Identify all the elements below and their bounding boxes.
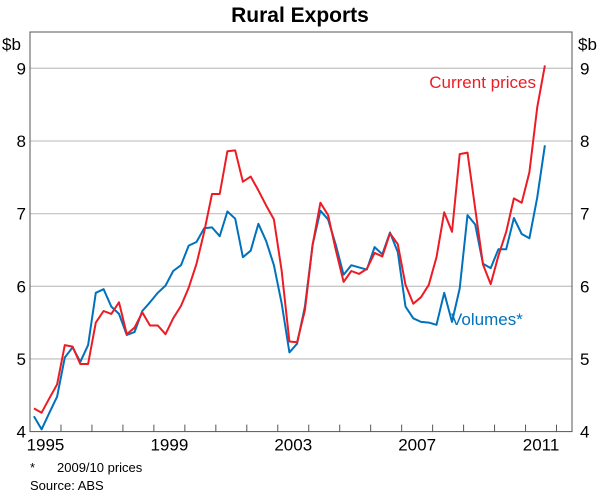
y-tick-label-left: 9: [17, 59, 26, 78]
y-tick-label-left: 7: [17, 205, 26, 224]
y-tick-label-right: 9: [580, 59, 589, 78]
footnote-text: 2009/10 prices: [57, 460, 143, 475]
series-line-current-prices: [33, 65, 546, 414]
x-tick-label: 1995: [27, 436, 65, 455]
y-tick-label-left: 5: [17, 350, 26, 369]
y-tick-label-right: 5: [580, 350, 589, 369]
source-note: Source: ABS: [30, 478, 104, 493]
x-tick-label: 2003: [274, 436, 312, 455]
y-tick-label-right: 6: [580, 277, 589, 296]
x-tick-label: 1999: [150, 436, 188, 455]
y-axis-unit-right: $b: [578, 35, 597, 54]
x-tick-label: 2011: [523, 436, 560, 455]
y-tick-label-right: 4: [580, 423, 589, 442]
plot-frame: [29, 31, 573, 433]
y-tick-label-left: 4: [17, 423, 26, 442]
legend-volumes: Volumes*: [451, 310, 523, 329]
legend-current-prices: Current prices: [429, 73, 536, 92]
y-tick-label-left: 8: [17, 132, 26, 151]
y-tick-label-right: 8: [580, 132, 589, 151]
chart-title: Rural Exports: [231, 4, 369, 27]
footnote-marker: *: [30, 460, 35, 475]
x-tick-label: 2007: [398, 436, 436, 455]
y-tick-label-left: 6: [17, 277, 26, 296]
y-axis-unit-left: $b: [2, 35, 21, 54]
y-tick-label-right: 7: [580, 205, 589, 224]
series-line-volumes: [33, 145, 546, 431]
